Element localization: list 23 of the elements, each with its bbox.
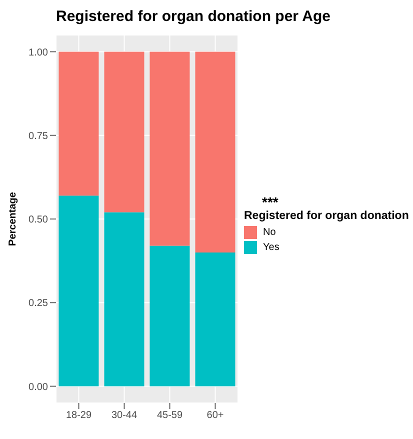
- bar: [150, 246, 190, 386]
- legend-title: Registered for organ donation: [244, 210, 410, 222]
- y-tick-label: 0.00: [28, 382, 48, 393]
- bar: [195, 252, 236, 386]
- x-tick-label: 18-29: [66, 410, 92, 422]
- x-tick-label: 45-59: [156, 410, 183, 422]
- y-tick-label: 0.75: [28, 130, 48, 142]
- bar: [104, 212, 144, 386]
- text: ***: [262, 194, 280, 210]
- legend-label: Yes: [262, 241, 280, 254]
- x-tick-label: 30-44: [111, 410, 138, 422]
- y-tick-label: 1.00: [28, 47, 48, 58]
- bar: [58, 52, 99, 196]
- x-tick-label: 60+: [206, 410, 224, 422]
- bar: [150, 52, 190, 246]
- legend-label: No: [262, 226, 277, 239]
- bar: [58, 196, 99, 386]
- bar: [195, 52, 236, 252]
- y-axis-title: Percentage: [8, 192, 19, 246]
- y-tick-label: 0.50: [28, 214, 48, 226]
- chart-title: Registered for organ donation per Age: [56, 8, 332, 25]
- bar: [104, 52, 144, 212]
- y-tick-label: 0.25: [28, 298, 48, 310]
